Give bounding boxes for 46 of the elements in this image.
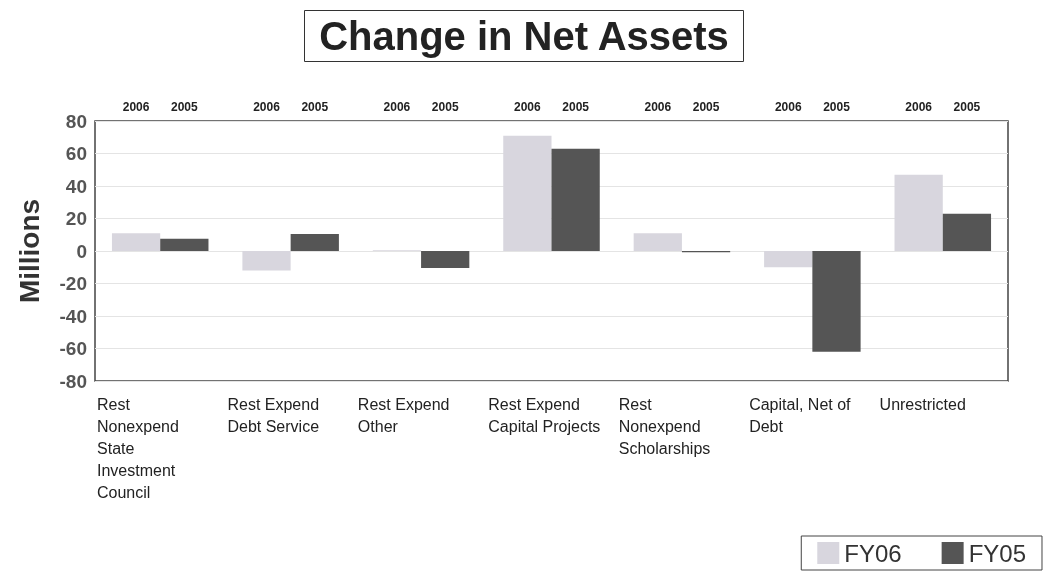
bar bbox=[160, 238, 209, 251]
text: 2005 bbox=[953, 100, 981, 114]
legend-label: FY05 bbox=[968, 539, 1027, 567]
x-tick-label: Rest Expend Debt Service bbox=[227, 395, 324, 435]
bar bbox=[111, 233, 161, 251]
y-tick-label: 40 bbox=[65, 175, 87, 197]
chart-title: Change in Net Assets bbox=[319, 14, 729, 58]
y-tick-label: -80 bbox=[59, 370, 87, 392]
bar bbox=[894, 174, 943, 251]
x-tick-label: Rest Nonexpend State Investment Council bbox=[97, 395, 184, 501]
text: 2005 bbox=[301, 100, 329, 114]
bar bbox=[503, 135, 552, 251]
bar bbox=[290, 233, 339, 251]
y-tick-label: 80 bbox=[65, 110, 87, 132]
x-tick-label: Capital, Net of Debt bbox=[749, 395, 855, 435]
y-tick-label: 0 bbox=[76, 240, 87, 262]
x-tick-label: Rest Expend Other bbox=[357, 395, 454, 435]
y-tick-label: 60 bbox=[65, 143, 87, 164]
bar bbox=[764, 251, 813, 268]
bar bbox=[812, 251, 861, 352]
legend-label: FY06 bbox=[844, 539, 902, 567]
bar bbox=[242, 251, 291, 271]
text: 2006 bbox=[774, 100, 802, 114]
text: 2006 bbox=[514, 100, 542, 114]
text: 2006 bbox=[905, 100, 933, 114]
text: 2006 bbox=[644, 100, 672, 114]
text: 2005 bbox=[170, 100, 199, 114]
text: 2005 bbox=[431, 100, 459, 114]
x-tick-label: Rest Nonexpend Scholarships bbox=[618, 395, 711, 457]
bar bbox=[942, 213, 992, 251]
text: 2006 bbox=[383, 100, 411, 114]
bar bbox=[421, 251, 470, 269]
y-tick-label: 20 bbox=[65, 208, 87, 229]
y-tick-label: -60 bbox=[59, 338, 87, 359]
x-tick-label: Unrestricted bbox=[879, 395, 966, 413]
text: 2005 bbox=[562, 100, 590, 114]
y-axis-title: Millions bbox=[13, 198, 45, 304]
y-tick-label: -20 bbox=[59, 273, 87, 294]
text: 2006 bbox=[253, 100, 281, 114]
text: 2006 bbox=[122, 100, 150, 114]
text: 2005 bbox=[823, 100, 851, 114]
x-tick-label: Rest Expend Capital Projects bbox=[488, 395, 601, 435]
bar bbox=[633, 233, 682, 251]
bar bbox=[551, 148, 600, 251]
text: 2005 bbox=[692, 100, 720, 114]
y-tick-label: -40 bbox=[59, 305, 87, 327]
